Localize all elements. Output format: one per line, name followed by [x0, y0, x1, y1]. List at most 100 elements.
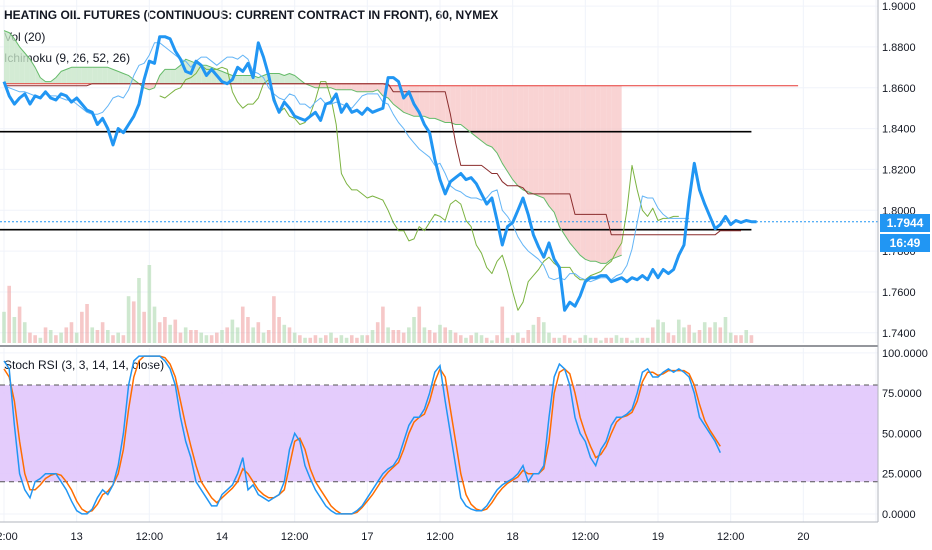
price-series — [2, 30, 799, 312]
cloud-segment-69 — [362, 83, 368, 92]
cloud-segment-118 — [616, 85, 622, 258]
volume-bar-62 — [324, 335, 328, 343]
cloud-segment-98 — [512, 85, 518, 186]
volume-bar-115 — [599, 340, 603, 343]
cloud-segment-13 — [71, 67, 77, 84]
volume-bar-110 — [573, 340, 577, 343]
volume-bar-67 — [349, 335, 354, 343]
volume-bar-0 — [2, 311, 6, 343]
volume-bar-93 — [484, 337, 489, 343]
volume-bar-63 — [329, 332, 333, 343]
time-tick-label-8: 12:00 — [572, 531, 600, 543]
time-tick-label-0: 12:00 — [0, 531, 18, 543]
time-tick-label-1: 13 — [71, 531, 83, 543]
cloud-segment-1 — [9, 32, 15, 84]
volume-bar-66 — [344, 337, 349, 343]
volume-bar-11 — [59, 332, 63, 343]
cloud-segment-64 — [336, 83, 342, 90]
volume-bar-61 — [318, 337, 323, 343]
volume-bar-40 — [209, 335, 214, 343]
cloud-segment-20 — [107, 67, 113, 84]
time-tick-label-7: 18 — [507, 531, 519, 543]
cloud-segment-21 — [113, 69, 119, 84]
volume-bar-84 — [438, 324, 442, 343]
volume-bar-109 — [567, 337, 572, 343]
cloud-segment-12 — [66, 67, 72, 84]
volume-bar-97 — [505, 337, 510, 343]
volume-bar-68 — [355, 337, 359, 343]
time-tick-label-6: 12:00 — [426, 531, 454, 543]
volume-bar-85 — [443, 327, 447, 343]
cloud-segment-91 — [476, 85, 482, 141]
volume-bar-77 — [401, 332, 406, 343]
volume-bar-121 — [630, 340, 634, 343]
volume-bar-49 — [256, 322, 261, 343]
volume-bar-29 — [152, 306, 157, 343]
volume-bar-42 — [220, 330, 224, 343]
cloud-segment-81 — [424, 85, 430, 119]
volume-bar-7 — [38, 337, 43, 343]
cloud-segment-18 — [97, 67, 103, 84]
cloud-segment-108 — [564, 85, 570, 243]
cloud-segment-11 — [61, 69, 67, 84]
volume-bar-21 — [111, 335, 115, 343]
stoch-rsi-legend[interactable]: Stoch RSI (3, 3, 14, 14, close) — [4, 358, 165, 372]
ichimoku-cloud — [4, 30, 622, 264]
cloud-segment-10 — [55, 71, 62, 84]
volume-bar-9 — [48, 330, 53, 343]
volume-bar-35 — [183, 327, 188, 343]
volume-bar-51 — [266, 330, 271, 343]
volume-bar-112 — [583, 335, 588, 343]
time-tick-label-10: 12:00 — [717, 531, 745, 543]
cloud-segment-115 — [600, 85, 607, 264]
time-tick-label-11: 20 — [797, 531, 809, 543]
price-tick-label-4: 1.8200 — [882, 164, 916, 176]
cloud-segment-2 — [14, 38, 20, 84]
volume-bar-25 — [131, 301, 136, 343]
volume-bar-80 — [417, 306, 422, 343]
cloud-segment-59 — [310, 83, 316, 88]
cloud-segment-32 — [170, 69, 176, 84]
price-tick-label-1: 1.7600 — [882, 287, 916, 299]
cloud-segment-114 — [595, 85, 601, 264]
volume-bar-132 — [687, 324, 691, 343]
volume-bar-45 — [235, 327, 240, 343]
volume-bar-104 — [542, 322, 546, 343]
time-tick-label-3: 14 — [216, 531, 228, 543]
volume-bar-59 — [308, 337, 313, 343]
volume-bar-117 — [609, 337, 614, 343]
volume-bar-96 — [500, 306, 505, 343]
volume-bar-1 — [7, 285, 11, 343]
volume-bar-69 — [360, 335, 364, 343]
volume-bar-134 — [697, 330, 702, 343]
cloud-segment-84 — [440, 85, 446, 123]
volume-bar-107 — [557, 337, 562, 343]
volume-bar-24 — [126, 296, 131, 343]
volume-bar-108 — [562, 335, 567, 343]
volume-bar-3 — [17, 306, 22, 343]
price-tick-label-5: 1.8400 — [882, 124, 916, 136]
cloud-segment-37 — [196, 63, 202, 84]
volume-bar-141 — [734, 335, 738, 343]
last-price-badge: 1.7944 — [880, 214, 930, 232]
volume-bar-64 — [334, 337, 338, 343]
cloud-segment-24 — [128, 75, 134, 84]
volume-bar-10 — [54, 335, 58, 343]
cloud-segment-106 — [554, 85, 560, 227]
volume-bar-14 — [74, 332, 79, 343]
ichimoku-legend[interactable]: Ichimoku (9, 26, 52, 26) — [4, 51, 131, 65]
cloud-segment-23 — [123, 73, 129, 84]
cloud-segment-89 — [465, 85, 472, 133]
cloud-segment-97 — [507, 85, 513, 180]
cloud-segment-8 — [45, 81, 51, 84]
volume-bar-86 — [448, 330, 453, 343]
volume-bar-5 — [28, 332, 32, 343]
volume-bar-83 — [433, 332, 437, 343]
volume-bar-55 — [287, 327, 292, 343]
volume-bar-8 — [43, 327, 48, 343]
volume-bar-32 — [168, 324, 172, 343]
volume-bar-15 — [80, 311, 84, 343]
cloud-segment-111 — [580, 85, 586, 260]
